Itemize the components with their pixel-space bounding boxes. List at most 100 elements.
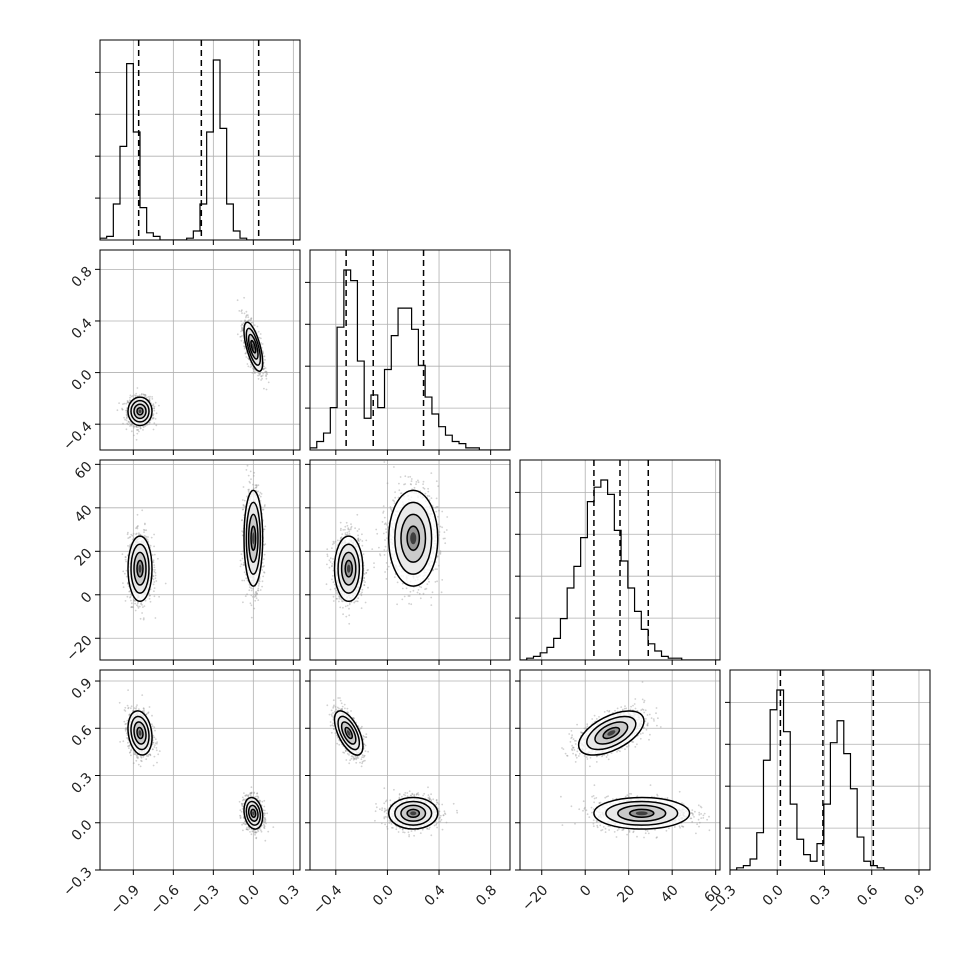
sample-point bbox=[250, 589, 253, 592]
sample-point bbox=[241, 327, 244, 330]
sample-point bbox=[262, 558, 265, 560]
sample-point bbox=[134, 394, 137, 397]
sample-point bbox=[129, 596, 131, 599]
sample-point bbox=[242, 322, 245, 325]
sample-point bbox=[263, 544, 266, 546]
sample-point bbox=[248, 319, 251, 321]
sample-point bbox=[128, 536, 131, 539]
sample-point bbox=[254, 599, 257, 602]
sample-point bbox=[333, 542, 335, 544]
sample-point bbox=[338, 597, 341, 600]
sample-point bbox=[241, 328, 243, 330]
sample-point bbox=[138, 605, 141, 608]
density-fill bbox=[252, 532, 255, 545]
sample-point bbox=[262, 372, 265, 375]
sample-point bbox=[122, 570, 125, 573]
sample-point bbox=[127, 421, 130, 423]
sample-point bbox=[130, 395, 133, 398]
sample-point bbox=[141, 612, 143, 614]
sample-point bbox=[255, 486, 257, 489]
sample-point bbox=[135, 533, 137, 536]
sample-point bbox=[132, 434, 135, 437]
sample-point bbox=[128, 590, 131, 593]
sample-point bbox=[245, 310, 248, 313]
sample-point bbox=[145, 535, 148, 538]
sample-point bbox=[135, 392, 138, 395]
sample-point bbox=[132, 532, 135, 535]
sample-point bbox=[241, 579, 244, 582]
sample-point bbox=[152, 575, 155, 577]
sample-point bbox=[135, 425, 138, 428]
sample-point bbox=[131, 606, 133, 608]
sample-point bbox=[243, 561, 245, 564]
sample-point bbox=[249, 470, 252, 473]
sample-point bbox=[129, 536, 132, 538]
sample-point bbox=[254, 484, 257, 487]
sample-point bbox=[129, 543, 132, 546]
sample-point bbox=[124, 556, 127, 558]
sample-point bbox=[149, 600, 152, 603]
sample-point bbox=[242, 504, 245, 507]
sample-point bbox=[155, 412, 158, 415]
sample-point bbox=[261, 508, 264, 511]
sample-point bbox=[124, 600, 127, 602]
sample-point bbox=[250, 594, 253, 597]
contour-line bbox=[247, 513, 259, 563]
sample-point bbox=[240, 339, 243, 342]
sample-point bbox=[262, 508, 265, 511]
sample-point bbox=[240, 553, 243, 556]
sample-point bbox=[261, 569, 263, 571]
sample-point bbox=[152, 575, 154, 577]
sample-point bbox=[247, 314, 249, 316]
sample-point bbox=[243, 345, 245, 347]
sample-point bbox=[265, 377, 268, 380]
sample-point bbox=[328, 566, 331, 569]
sample-point bbox=[239, 565, 242, 568]
sample-point bbox=[130, 533, 133, 536]
sample-point bbox=[255, 592, 258, 595]
sample-point bbox=[125, 409, 127, 412]
sample-point bbox=[348, 530, 351, 533]
sample-point bbox=[127, 537, 130, 539]
sample-point bbox=[264, 543, 267, 545]
sample-point bbox=[248, 488, 250, 491]
sample-point bbox=[127, 545, 129, 547]
sample-point bbox=[148, 399, 151, 402]
sample-point bbox=[258, 583, 260, 585]
sample-point bbox=[265, 375, 267, 378]
sample-point bbox=[122, 403, 124, 405]
sample-point bbox=[241, 329, 244, 332]
sample-point bbox=[133, 425, 136, 428]
sample-point bbox=[253, 372, 256, 374]
sample-point bbox=[259, 333, 262, 335]
sample-point bbox=[243, 579, 246, 582]
sample-point bbox=[157, 557, 159, 560]
sample-point bbox=[126, 595, 129, 598]
sample-point bbox=[133, 425, 135, 428]
sample-point bbox=[144, 425, 147, 427]
sample-point bbox=[144, 599, 147, 602]
sample-point bbox=[263, 387, 265, 390]
sample-point bbox=[133, 599, 136, 602]
sample-point bbox=[257, 378, 260, 380]
sample-point bbox=[158, 595, 160, 598]
sample-point bbox=[131, 534, 134, 537]
sample-point bbox=[260, 375, 263, 378]
sample-point bbox=[132, 606, 135, 609]
sample-point bbox=[261, 580, 264, 583]
sample-point bbox=[125, 417, 128, 420]
sample-point bbox=[244, 352, 247, 355]
sample-point bbox=[126, 414, 128, 417]
sample-point bbox=[331, 563, 334, 565]
sample-point bbox=[255, 597, 258, 600]
sample-point bbox=[240, 563, 243, 566]
contour-line bbox=[245, 327, 262, 366]
sample-point bbox=[124, 418, 126, 421]
sample-point bbox=[341, 600, 343, 602]
y-tick-label: 0.4 bbox=[69, 315, 96, 342]
sample-point bbox=[142, 617, 145, 620]
sample-point bbox=[243, 296, 246, 299]
sample-point bbox=[244, 319, 247, 322]
sample-point bbox=[263, 505, 266, 508]
sample-point bbox=[265, 374, 267, 377]
